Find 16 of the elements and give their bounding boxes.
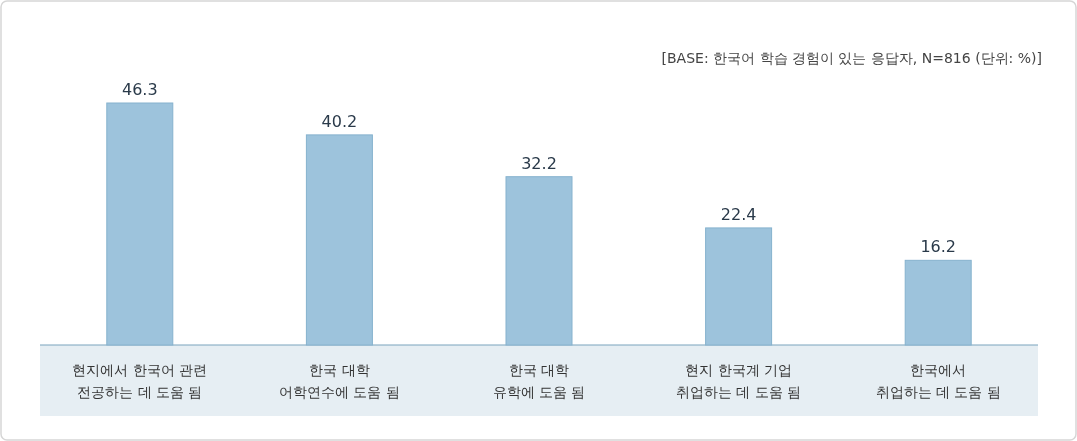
x-tick-label: 한국에서 취업하는 데 도움 됨 [875,361,1001,400]
bar [106,102,174,346]
data-label: 16.2 [920,237,957,257]
bar [505,176,573,346]
bar [305,134,373,346]
bar [904,259,972,346]
text: [BASE: 한국어 학습 경험이 있는 응답자, N=816 (단위: %)] [661,50,1042,66]
x-tick-label: 현지에서 한국어 관련 전공하는 데 도움 됨 [72,361,208,400]
data-label: 32.2 [521,153,557,173]
data-label: 40.2 [321,111,358,131]
x-tick-label: 현지 한국계 기업 취업하는 데 도움 됨 [675,361,802,400]
x-tick-label: 한국 대학 어학연수에 도움 됨 [278,361,400,400]
data-label: 46.3 [121,80,158,99]
bar [705,227,773,346]
data-label: 22.4 [720,204,757,224]
x-tick-label: 한국 대학 유학에 도움 됨 [492,361,586,400]
